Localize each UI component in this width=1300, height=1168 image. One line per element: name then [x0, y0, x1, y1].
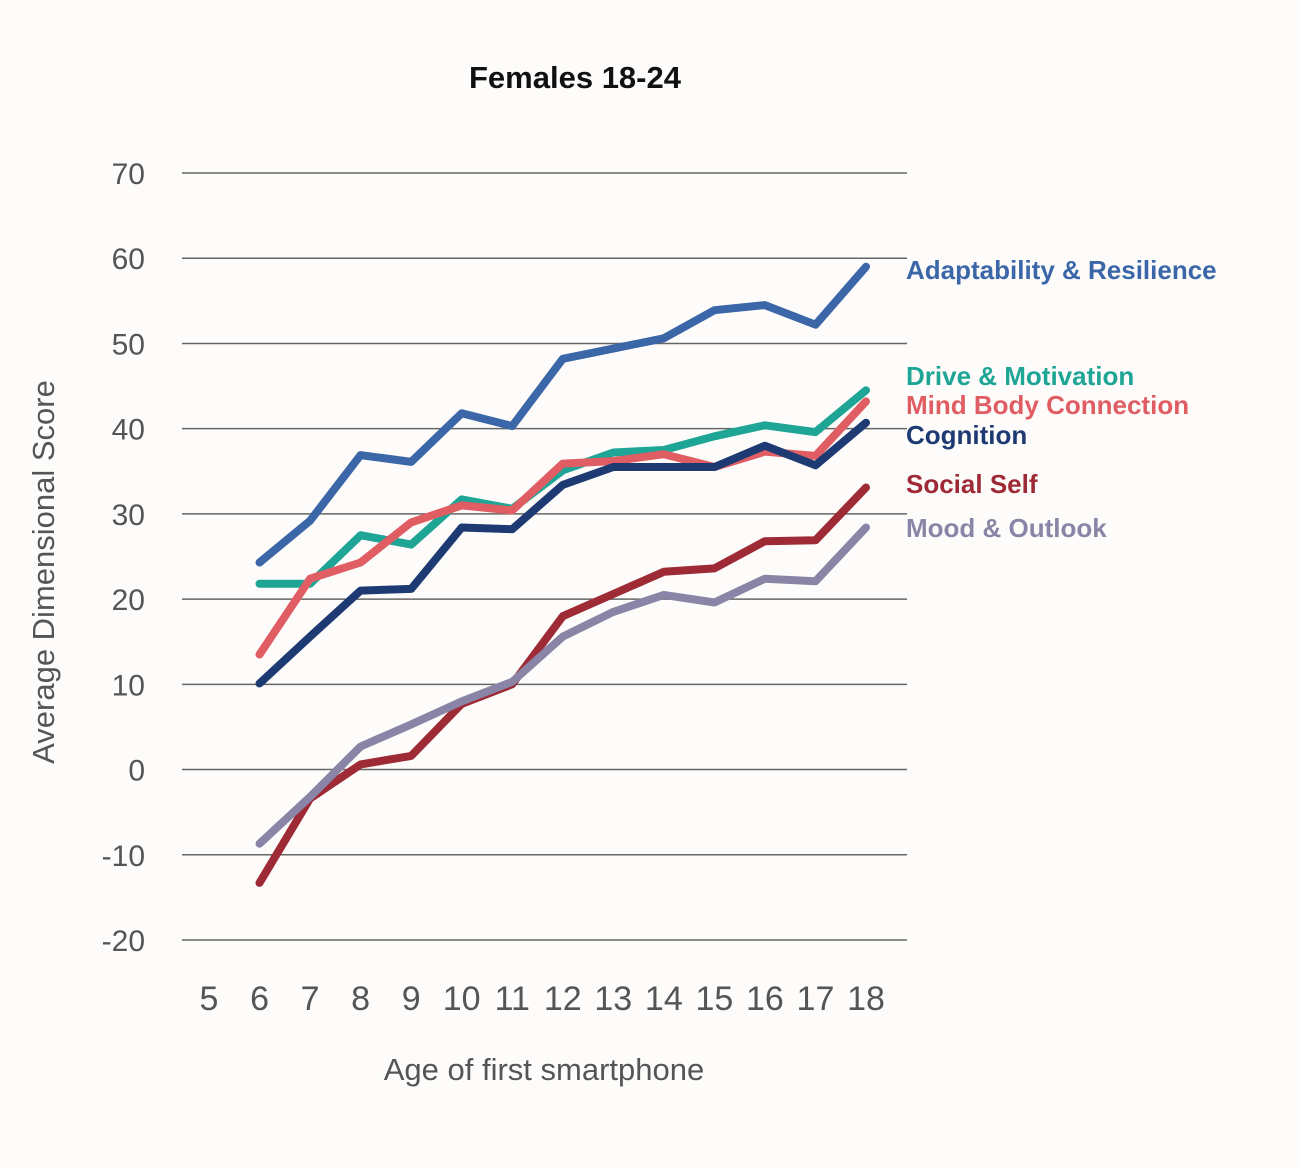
series-labels: Adaptability & Resilience Drive & Motivat… — [906, 255, 1217, 543]
x-tick-label: 7 — [301, 980, 320, 1018]
y-tick-label: 10 — [112, 669, 145, 702]
y-tick-label: -10 — [102, 840, 145, 873]
series-line-adaptability-resilience — [255, 262, 870, 567]
x-tick-label: 15 — [695, 980, 733, 1018]
y-tick-label: 40 — [112, 414, 145, 447]
x-tick-label: 12 — [544, 980, 582, 1018]
y-axis-label: Average Dimensional Score — [26, 380, 61, 764]
x-axis-label: Age of first smartphone — [384, 1052, 705, 1087]
y-tick-label: -20 — [102, 925, 145, 958]
x-tick-label: 6 — [250, 980, 269, 1018]
series-label-mind-body-connection: Mind Body Connection — [906, 390, 1189, 420]
x-tick-label: 9 — [402, 980, 421, 1018]
series-label-cognition: Cognition — [906, 420, 1027, 450]
series-line-social-self — [255, 483, 870, 887]
y-tick-label: 30 — [112, 499, 145, 532]
y-tick-label: 70 — [112, 158, 145, 191]
series-line-mind-body-connection — [255, 397, 870, 659]
x-tick-label: 14 — [645, 980, 683, 1018]
x-tick-label: 16 — [746, 980, 784, 1018]
series-label-mood-outlook: Mood & Outlook — [906, 513, 1107, 543]
y-tick-label: 20 — [112, 584, 145, 617]
series-line-cognition — [255, 418, 870, 688]
series-line-mood-outlook — [255, 523, 870, 848]
series-lines — [255, 262, 870, 887]
x-tick-label: 8 — [351, 980, 370, 1018]
gridlines — [182, 172, 907, 941]
x-tick-label: 17 — [797, 980, 835, 1018]
series-label-drive-motivation: Drive & Motivation — [906, 361, 1134, 391]
x-axis-ticks: 5 6 7 8 9 10 11 12 13 14 15 16 17 18 — [200, 980, 885, 1018]
y-tick-label: 60 — [112, 243, 145, 276]
x-tick-label: 18 — [847, 980, 885, 1018]
y-tick-label: 0 — [128, 755, 145, 788]
series-line-drive-motivation — [255, 386, 870, 588]
y-axis-ticks: 70 60 50 40 30 20 10 0 -10 -20 — [102, 158, 145, 958]
x-tick-label: 10 — [443, 980, 481, 1018]
chart-title: Females 18-24 — [469, 60, 682, 95]
x-tick-label: 11 — [495, 980, 530, 1018]
x-tick-label: 5 — [200, 980, 219, 1018]
x-tick-label: 13 — [594, 980, 632, 1018]
y-tick-label: 50 — [112, 328, 145, 361]
series-label-social-self: Social Self — [906, 469, 1038, 499]
series-label-adaptability-resilience: Adaptability & Resilience — [906, 255, 1217, 285]
